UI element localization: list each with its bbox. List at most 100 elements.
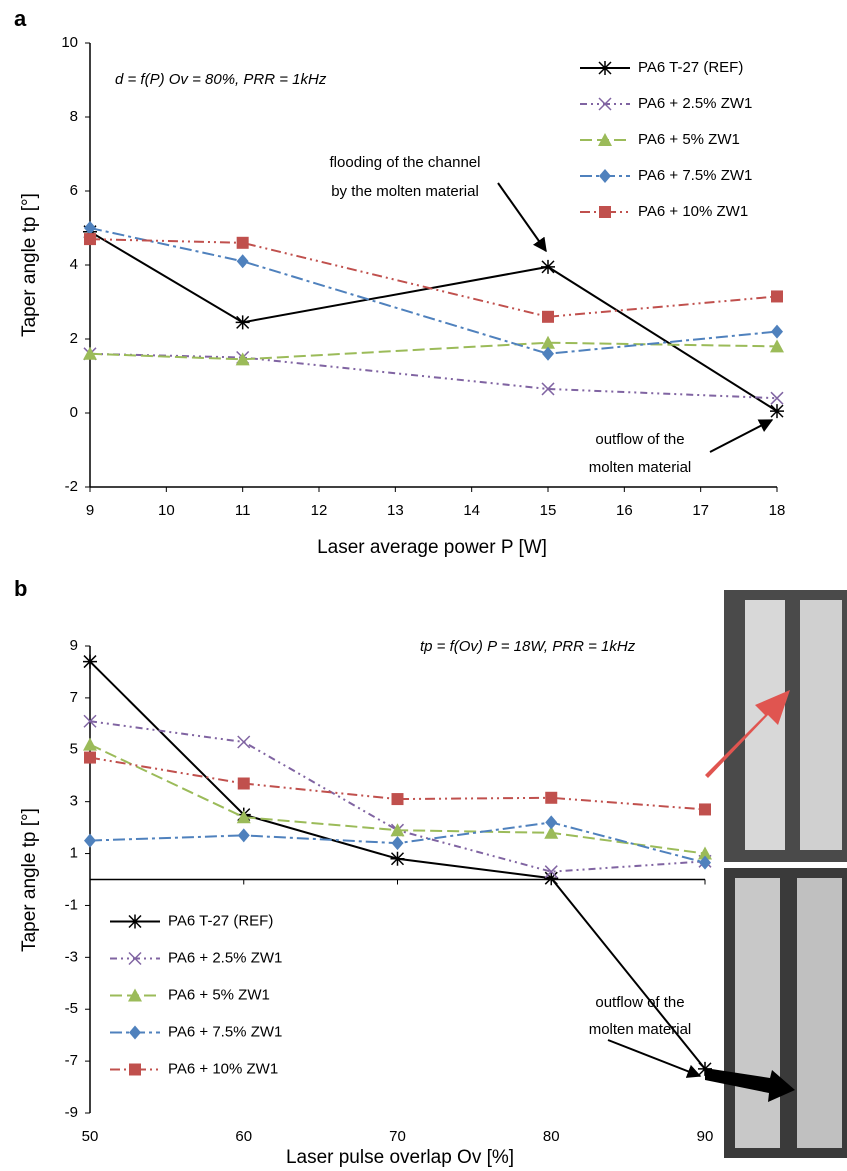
wall-left [735,878,780,1148]
annotation: molten material [589,1021,692,1038]
marker [699,803,711,816]
y-tick-label: 5 [70,741,78,758]
y-tick-label: -3 [65,948,78,965]
marker [236,254,249,269]
x-tick-label: 10 [158,502,175,519]
y-tick-label: 2 [70,330,78,347]
x-tick-label: 18 [769,502,786,519]
legend-marker [128,951,142,966]
legend-marker [598,97,612,111]
marker [699,855,711,870]
annotation: outflow of the [595,994,684,1011]
panel-label: b [14,576,27,601]
legend-label: PA6 + 5% ZW1 [168,986,270,1003]
legend-marker [599,206,611,218]
x-axis-label: Laser pulse overlap Ov [%] [286,1147,514,1168]
series-line [89,720,706,873]
y-tick-label: 4 [70,256,78,273]
annotation: outflow of the [595,431,684,448]
y-tick-label: 3 [70,793,78,810]
y-tick-label: 1 [70,845,78,862]
marker [770,404,784,419]
x-axis-label: Laser average power P [W] [317,537,547,558]
legend-marker [599,169,611,183]
legend-marker [128,988,142,1002]
marker [390,851,405,866]
subtitle: d = f(P) Ov = 80%, PRR = 1kHz [115,71,327,88]
marker [237,828,250,843]
x-tick-label: 60 [235,1128,252,1145]
y-tick-label: 8 [70,108,78,125]
y-tick-label: 6 [70,182,78,199]
legend-marker [129,1063,141,1076]
marker [698,1061,712,1076]
y-tick-label: 9 [70,637,78,654]
annotation: molten material [589,459,692,476]
marker [771,324,783,339]
marker [698,846,712,860]
x-tick-label: 12 [311,502,328,519]
marker [236,236,249,249]
marker [545,815,558,830]
red-arrow [705,690,790,778]
legend-label: PA6 + 7.5% ZW1 [638,167,752,184]
x-tick-label: 14 [463,502,480,519]
marker [84,833,96,848]
x-tick-label: 15 [540,502,557,519]
marker [83,346,97,360]
marker [541,382,555,396]
x-tick-label: 70 [389,1128,406,1145]
marker [545,791,558,804]
black-arrow [705,1068,795,1102]
series-line [89,341,778,361]
x-tick-label: 80 [543,1128,560,1145]
legend-label: PA6 T-27 (REF) [638,59,743,76]
legend-label: PA6 + 10% ZW1 [638,203,748,220]
marker [542,346,554,361]
legend-label: PA6 T-27 (REF) [168,912,273,929]
legend-label: PA6 + 2.5% ZW1 [168,949,282,966]
marker [391,793,404,806]
series-line [89,756,706,811]
x-tick-label: 9 [86,502,94,519]
marker [84,751,96,764]
marker [542,310,554,323]
marker [770,339,784,353]
x-tick-label: 90 [697,1128,714,1145]
x-tick-label: 11 [235,502,251,519]
marker [235,352,250,366]
marker [83,654,97,669]
annotation-arrow [497,182,547,253]
legend-marker [598,133,612,146]
wall-right [797,878,842,1148]
legend-marker [598,61,612,75]
marker [544,871,559,886]
series-line [89,352,778,400]
marker [541,335,555,349]
marker [83,714,97,728]
marker [544,825,559,839]
marker [544,865,558,879]
x-tick-label: 17 [692,502,709,519]
legend-marker [129,1025,141,1040]
wall-left [745,600,785,850]
y-axis-label: Taper angle tp [°] [19,808,40,952]
legend-marker [128,914,142,929]
series-line [89,238,778,318]
wall-right [800,600,842,850]
annotation: by the molten material [331,183,479,200]
marker [84,233,96,246]
legend-label: PA6 + 2.5% ZW1 [638,95,752,112]
legend-label: PA6 + 7.5% ZW1 [168,1023,282,1040]
marker [236,810,251,824]
marker [237,735,251,749]
series-line [89,230,778,412]
y-tick-label: 0 [70,404,78,421]
marker [237,777,250,790]
x-tick-label: 13 [387,502,404,519]
marker [770,391,784,405]
x-tick-label: 50 [82,1128,99,1145]
legend-label: PA6 + 10% ZW1 [168,1060,278,1077]
annotation-arrow [709,419,774,453]
x-tick-label: 16 [616,502,633,519]
